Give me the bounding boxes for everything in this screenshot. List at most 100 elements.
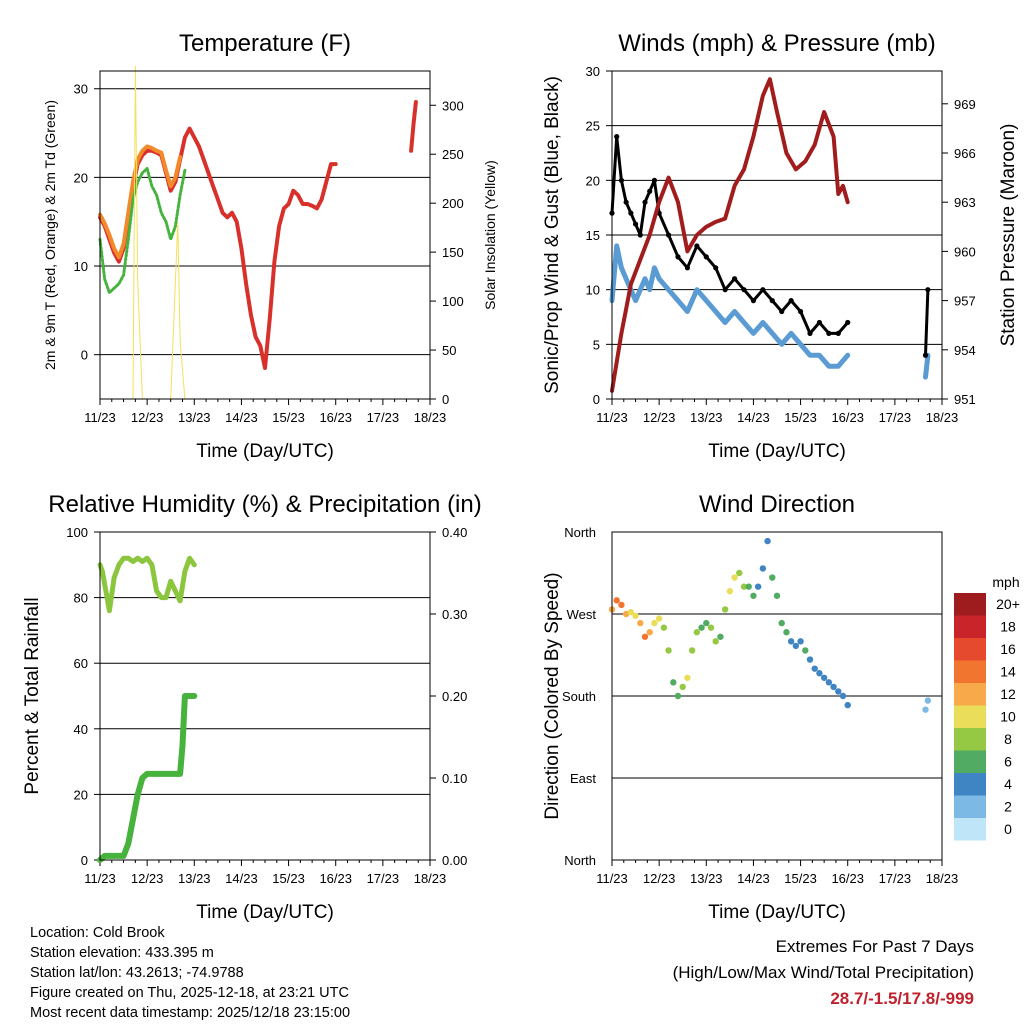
wind-direction-ytick-label: East xyxy=(570,771,596,786)
winds-pressure-ytick-label: 0 xyxy=(593,392,600,407)
extremes-values: 28.7/-1.5/17.8/-999 xyxy=(830,989,974,1008)
humidity-precip-xtick-label: 16/23 xyxy=(319,871,352,886)
wind-direction-direction-point xyxy=(731,574,738,581)
winds-pressure-gust-point xyxy=(628,210,634,216)
winds-pressure-gust-point xyxy=(807,330,813,336)
wind-direction-direction-point xyxy=(811,665,818,672)
temperature-chart: Temperature (F) Time (Day/UTC) 2m & 9m T (… xyxy=(42,30,498,462)
humidity-precip-frame xyxy=(99,531,431,861)
wind-direction-direction-point xyxy=(764,537,771,545)
wind-direction-direction-point xyxy=(613,597,620,604)
temperature-series-solar xyxy=(127,65,186,400)
colorbar-swatch xyxy=(954,615,986,638)
wind-direction-direction-point xyxy=(740,583,748,590)
winds-pressure-chart: Winds (mph) & Pressure (mb) Time (Day/UTC… xyxy=(542,30,1019,462)
winds-pressure-ytick-label: 25 xyxy=(586,119,600,134)
wind-direction-xtick-label: 15/23 xyxy=(784,871,817,886)
winds-pressure-gust-point xyxy=(760,287,766,293)
winds-pressure-ylabel: Sonic/Prop Wind & Gust (Blue, Black) xyxy=(542,76,563,394)
wind-direction-direction-point xyxy=(769,574,776,581)
station-info: Location: Cold Brook Station elevation: … xyxy=(30,923,350,1023)
colorbar-swatch xyxy=(954,660,986,683)
temperature-ylabel-right: Solar Insolation (Yellow) xyxy=(482,160,498,310)
winds-pressure-xtick-label: 15/23 xyxy=(784,410,817,425)
colorbar-label: 12 xyxy=(1000,686,1016,702)
colorbar-swatch xyxy=(954,705,986,728)
latlon-text: Station lat/lon: 43.2613; -74.9788 xyxy=(30,965,244,981)
winds-pressure-ytick-label: 30 xyxy=(586,64,600,79)
winds-pressure-ytick-right-label: 951 xyxy=(954,392,976,407)
wind-direction-direction-point xyxy=(802,647,809,654)
wind-direction-ytick-label: North xyxy=(564,525,596,540)
winds-pressure-gust-point xyxy=(632,221,639,227)
temperature-series-2m-t-day-17-18 xyxy=(409,100,418,153)
wind-direction-direction-point xyxy=(688,647,696,654)
winds-pressure-gust-point xyxy=(797,308,804,315)
winds-pressure-ytick-right-label: 954 xyxy=(954,343,976,358)
humidity-precip-ytick-right-label: 0.20 xyxy=(442,689,467,704)
winds-pressure-gust-point xyxy=(779,308,785,315)
humidity-precip-xtick-label: 11/23 xyxy=(84,871,116,886)
winds-pressure-xtick-label: 14/23 xyxy=(737,410,770,425)
wind-direction-direction-point xyxy=(816,670,823,677)
winds-pressure-xtick-label: 13/23 xyxy=(690,410,723,425)
winds-pressure-gust-point xyxy=(925,287,931,293)
wind-direction-direction-point xyxy=(726,588,734,595)
winds-pressure-series-pressure xyxy=(610,77,850,393)
humidity-precip-ytick-label: 0 xyxy=(81,853,88,868)
wind-direction-direction-point xyxy=(835,688,842,695)
wind-direction-chart: Wind Direction Time (Day/UTC) Direction (C… xyxy=(542,491,1020,923)
humidity-precip-ytick-right-label: 0.30 xyxy=(442,607,467,622)
temperature-ytick-label: 10 xyxy=(74,259,88,274)
humidity-precip-ytick-right-label: 0.10 xyxy=(442,771,467,786)
wind-direction-xtick-label: 11/23 xyxy=(596,871,628,886)
wind-direction-direction-point xyxy=(651,619,658,627)
winds-pressure-frame xyxy=(611,70,943,400)
colorbar-swatch xyxy=(954,683,986,706)
humidity-precip-ytick-label: 100 xyxy=(66,525,88,540)
temperature-ytick-right-label: 100 xyxy=(442,294,464,309)
temperature-frame xyxy=(99,70,431,400)
winds-pressure-gust-point xyxy=(816,319,823,326)
winds-pressure-gust-point xyxy=(647,188,653,194)
winds-pressure-gust-point xyxy=(731,276,738,282)
wind-direction-direction-point xyxy=(773,592,781,599)
wind-direction-direction-point xyxy=(924,697,932,704)
temperature-title: Temperature (F) xyxy=(179,30,351,57)
winds-pressure-title: Winds (mph) & Pressure (mb) xyxy=(618,30,935,57)
extremes-box: Extremes For Past 7 Days (High/Low/Max W… xyxy=(673,934,974,1012)
temperature-xtick-label: 18/23 xyxy=(414,410,447,425)
winds-pressure-gust-point xyxy=(769,298,775,304)
colorbar-swatch xyxy=(954,728,986,751)
wind-direction-direction-point xyxy=(806,656,814,663)
winds-pressure-gust-point xyxy=(722,287,728,293)
winds-pressure-gust-point xyxy=(845,319,851,326)
wind-direction-direction-point xyxy=(825,679,833,686)
wind-direction-direction-point xyxy=(922,706,929,713)
recent-data-text: Most recent data timestamp: 2025/12/18 2… xyxy=(30,1005,351,1021)
wind-direction-direction-point xyxy=(618,601,625,609)
wind-direction-direction-point xyxy=(670,679,677,686)
winds-pressure-gust-point xyxy=(826,330,832,336)
wind-direction-direction-point xyxy=(750,592,757,599)
temperature-series-9m-t xyxy=(98,144,183,260)
wind-direction-direction-point xyxy=(839,692,847,700)
winds-pressure-ytick-right-label: 960 xyxy=(954,244,976,259)
winds-pressure-series-sonic-wind-day-17-18 xyxy=(923,352,931,380)
winds-pressure-gust-point xyxy=(750,298,757,304)
humidity-precip-xtick-label: 15/23 xyxy=(272,871,305,886)
wind-direction-ytick-label: North xyxy=(564,853,596,868)
temperature-xtick-label: 16/23 xyxy=(319,410,352,425)
colorbar-label: 6 xyxy=(1004,754,1012,770)
colorbar-swatch xyxy=(954,638,986,661)
winds-pressure-xtick-label: 16/23 xyxy=(831,410,864,425)
humidity-precip-ytick-label: 60 xyxy=(74,656,88,671)
wind-direction-direction-point xyxy=(703,619,710,627)
winds-pressure-ytick-label: 10 xyxy=(586,283,600,298)
temperature-ytick-right-label: 300 xyxy=(442,98,464,113)
temperature-xtick-label: 14/23 xyxy=(225,410,258,425)
humidity-precip-ylabel: Percent & Total Rainfall xyxy=(22,597,43,794)
humidity-precip-xlabel: Time (Day/UTC) xyxy=(196,902,334,923)
extremes-subheading: (High/Low/Max Wind/Total Precipitation) xyxy=(672,963,974,982)
